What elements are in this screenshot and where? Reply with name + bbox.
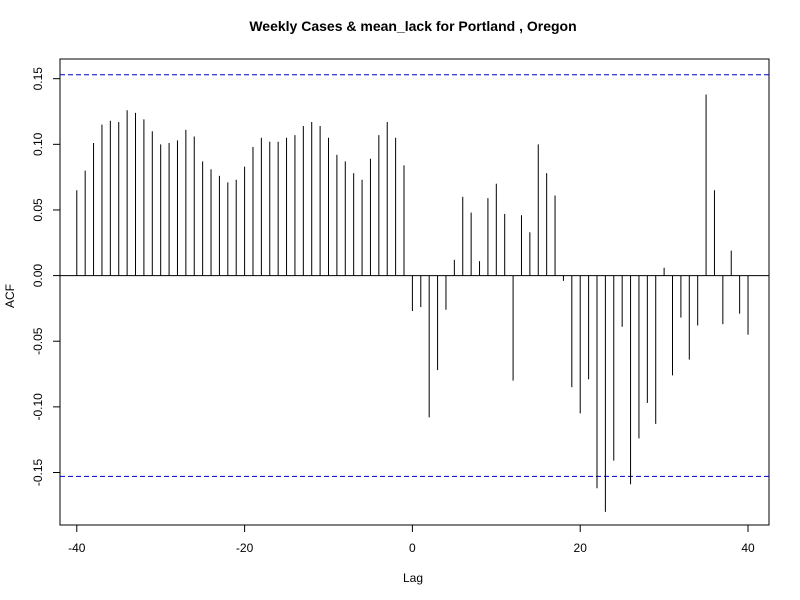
acf-bars	[76, 94, 749, 512]
y-tick-label: -0.05	[31, 327, 45, 355]
y-axis: -0.15 -0.10 -0.05 0.00 0.05 0.10 0.15	[31, 67, 61, 486]
plot-frame	[59, 58, 770, 526]
y-tick-label: 0.15	[31, 67, 45, 91]
y-tick-label: -0.15	[31, 458, 45, 486]
x-tick-label: -20	[236, 541, 254, 555]
chart-title: Weekly Cases & mean_lack for Portland , …	[249, 18, 576, 34]
y-tick-label: 0.10	[31, 132, 45, 156]
x-tick-label: 20	[574, 541, 588, 555]
y-tick-label: -0.10	[31, 393, 45, 421]
y-tick-label: 0.05	[31, 198, 45, 222]
x-tick-label: 0	[409, 541, 416, 555]
x-axis: -40 -20 0 20 40	[68, 524, 755, 555]
y-axis-title: ACF	[3, 284, 17, 308]
confidence-bounds	[60, 74, 769, 477]
x-tick-label: -40	[68, 541, 86, 555]
y-tick-label: 0.00	[31, 264, 45, 288]
x-tick-label: 40	[741, 541, 755, 555]
x-axis-title: Lag	[403, 571, 423, 585]
